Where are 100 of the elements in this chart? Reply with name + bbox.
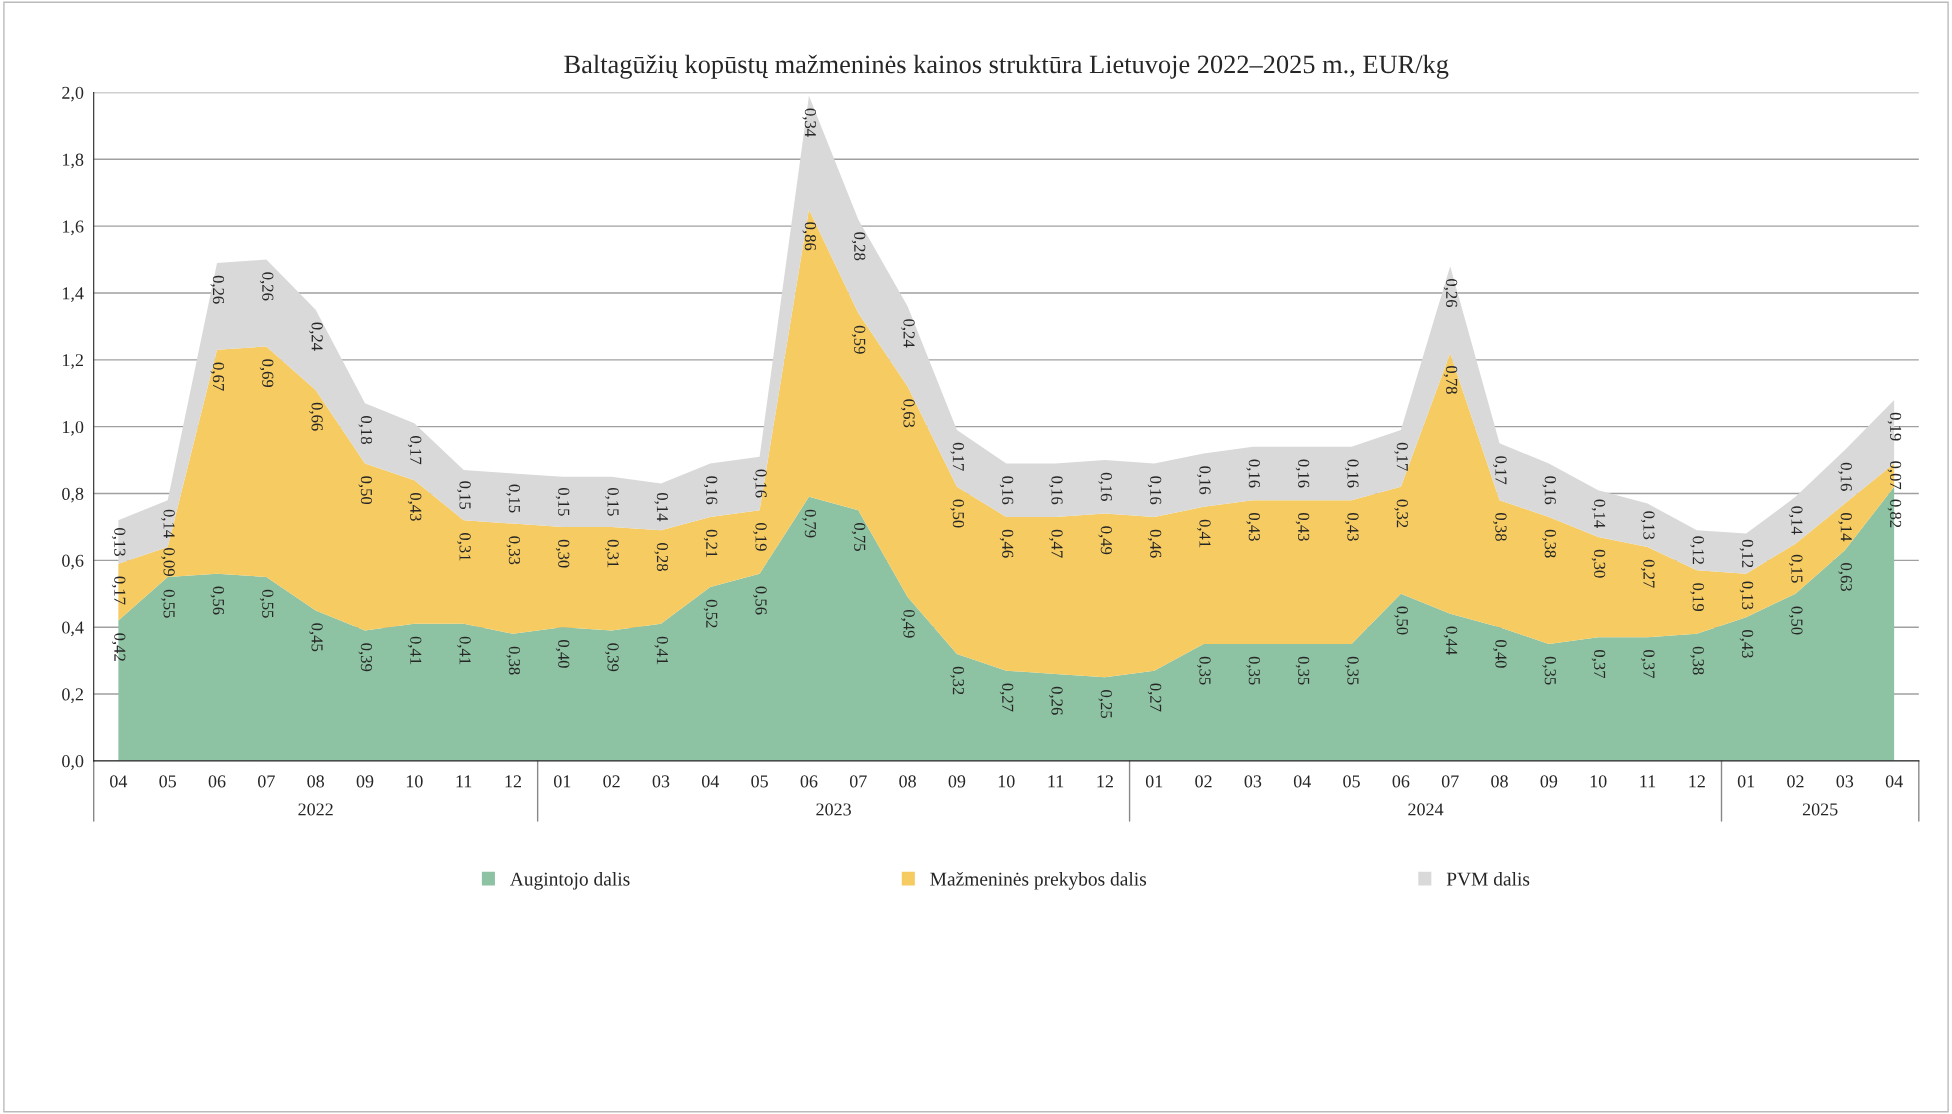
data-label: 0,14: [1788, 506, 1803, 535]
text: 2022: [298, 803, 333, 816]
data-label: 0,43: [1739, 629, 1754, 658]
y-tick-label: 0,0: [62, 755, 84, 770]
data-label: 0,07: [1887, 461, 1902, 490]
data-label: 0,09: [161, 548, 175, 576]
data-label: 0,18: [358, 416, 373, 444]
data-label: 0,32: [950, 666, 964, 695]
x-tick-label: 11: [1048, 775, 1064, 788]
data-label: 0,50: [1788, 606, 1803, 635]
data-label: 0,16: [1098, 472, 1112, 501]
x-tick-label: 11: [456, 775, 472, 788]
x-tick-label: 02: [1787, 775, 1804, 788]
data-label: 0,38: [1492, 512, 1507, 541]
data-label: 0,28: [851, 232, 866, 261]
data-label: 0,15: [605, 487, 619, 516]
data-label: 0,16: [1197, 466, 1211, 495]
data-label: 0,43: [1246, 512, 1260, 541]
data-label: 0,26: [259, 272, 274, 301]
data-label: 0,26: [210, 275, 225, 304]
x-tick-label: 02: [1195, 775, 1212, 788]
data-label: 0,21: [703, 529, 718, 558]
data-label: 0,16: [1049, 476, 1063, 505]
data-label: 0,24: [901, 319, 915, 348]
data-label: 0,24: [309, 322, 323, 351]
x-tick-label: 06: [800, 775, 818, 788]
data-label: 0,66: [309, 402, 323, 431]
data-label: 0,37: [1640, 650, 1655, 679]
x-tick-label: 09: [948, 775, 966, 788]
data-label: 0,56: [210, 586, 225, 615]
data-label: 0,13: [1640, 511, 1655, 540]
data-label: 0,17: [1394, 442, 1408, 471]
x-tick-label: 10: [1590, 775, 1607, 788]
y-tick-label: 1,4: [62, 287, 84, 303]
data-label: 0,50: [950, 499, 964, 528]
data-label: 0,55: [259, 589, 274, 618]
data-label: 0,14: [1838, 512, 1852, 542]
data-label: 0,35: [1344, 656, 1359, 685]
data-label: 0,38: [506, 646, 521, 675]
data-label: 0,41: [407, 636, 422, 665]
data-label: 0,63: [1838, 563, 1852, 591]
data-label: 0,12: [1690, 536, 1704, 564]
text: 2024: [1408, 803, 1444, 816]
x-tick-label: 06: [208, 775, 226, 788]
data-label: 0,49: [901, 609, 915, 638]
data-label: 0,14: [161, 509, 175, 538]
x-tick-label: 08: [899, 775, 916, 788]
x-tick-label: 12: [1097, 775, 1113, 788]
legend-label: Augintojo dalis: [509, 871, 630, 890]
x-tick-label: 01: [553, 775, 571, 788]
data-label: 0,16: [1246, 459, 1260, 488]
data-label: 0,42: [111, 633, 126, 661]
data-label: 0,16: [1838, 462, 1852, 491]
data-label: 0,19: [1690, 583, 1704, 612]
x-tick-label: 04: [701, 775, 720, 788]
data-label: 0,27: [1147, 683, 1162, 712]
data-label: 0,14: [654, 492, 669, 522]
text: 2025: [1802, 803, 1838, 816]
chart-title: Baltagūžių kopūstų mažmeninės kainos struktūra Lietuvoje 2022–2025 m., EUR/kg: [564, 54, 1449, 79]
y-tick-label: 1,6: [62, 220, 84, 236]
data-label: 0,69: [259, 359, 274, 388]
data-label: 0,43: [1344, 512, 1359, 541]
x-tick-label: 12: [505, 775, 522, 788]
data-label: 0,35: [1246, 656, 1260, 685]
data-label: 0,82: [1887, 499, 1902, 528]
data-label: 0,19: [1887, 412, 1902, 441]
y-tick-label: 1,8: [62, 153, 84, 169]
data-label: 0,79: [802, 509, 817, 538]
y-tick-label: 1,2: [62, 354, 83, 369]
data-label: 0,34: [802, 108, 817, 137]
data-label: 0,12: [1739, 539, 1754, 568]
data-label: 0,17: [1492, 456, 1507, 485]
text: 2023: [816, 803, 851, 816]
data-label: 0,50: [358, 476, 373, 505]
data-label: 0,47: [1049, 529, 1063, 558]
data-label: 0,25: [1098, 690, 1112, 718]
data-label: 0,13: [1739, 581, 1754, 610]
data-label: 0,59: [851, 325, 866, 354]
data-label: 0,30: [555, 539, 570, 568]
data-label: 0,41: [654, 636, 669, 665]
x-tick-label: 08: [1491, 775, 1508, 788]
data-label: 0,38: [1690, 646, 1704, 675]
data-label: 0,16: [1147, 476, 1162, 505]
y-tick-label: 2,0: [62, 86, 84, 102]
data-label: 0,17: [407, 436, 422, 465]
data-label: 0,15: [555, 487, 570, 516]
data-label: 0,15: [506, 484, 521, 513]
data-label: 0,15: [1788, 554, 1803, 583]
x-tick-label: 05: [1343, 775, 1360, 788]
x-tick-label: 04: [1293, 775, 1311, 788]
legend-label: Mažmeninės prekybos dalis: [930, 871, 1147, 890]
data-label: 0,32: [1394, 499, 1408, 528]
y-tick-label: 0,2: [62, 688, 83, 704]
data-label: 0,14: [1591, 499, 1606, 528]
data-label: 0,35: [1295, 656, 1310, 685]
data-label: 0,19: [753, 523, 767, 551]
data-label: 0,31: [457, 533, 471, 561]
y-tick-label: 0,6: [62, 554, 84, 570]
x-tick-label: 09: [356, 775, 374, 788]
data-label: 0,37: [1591, 650, 1606, 679]
